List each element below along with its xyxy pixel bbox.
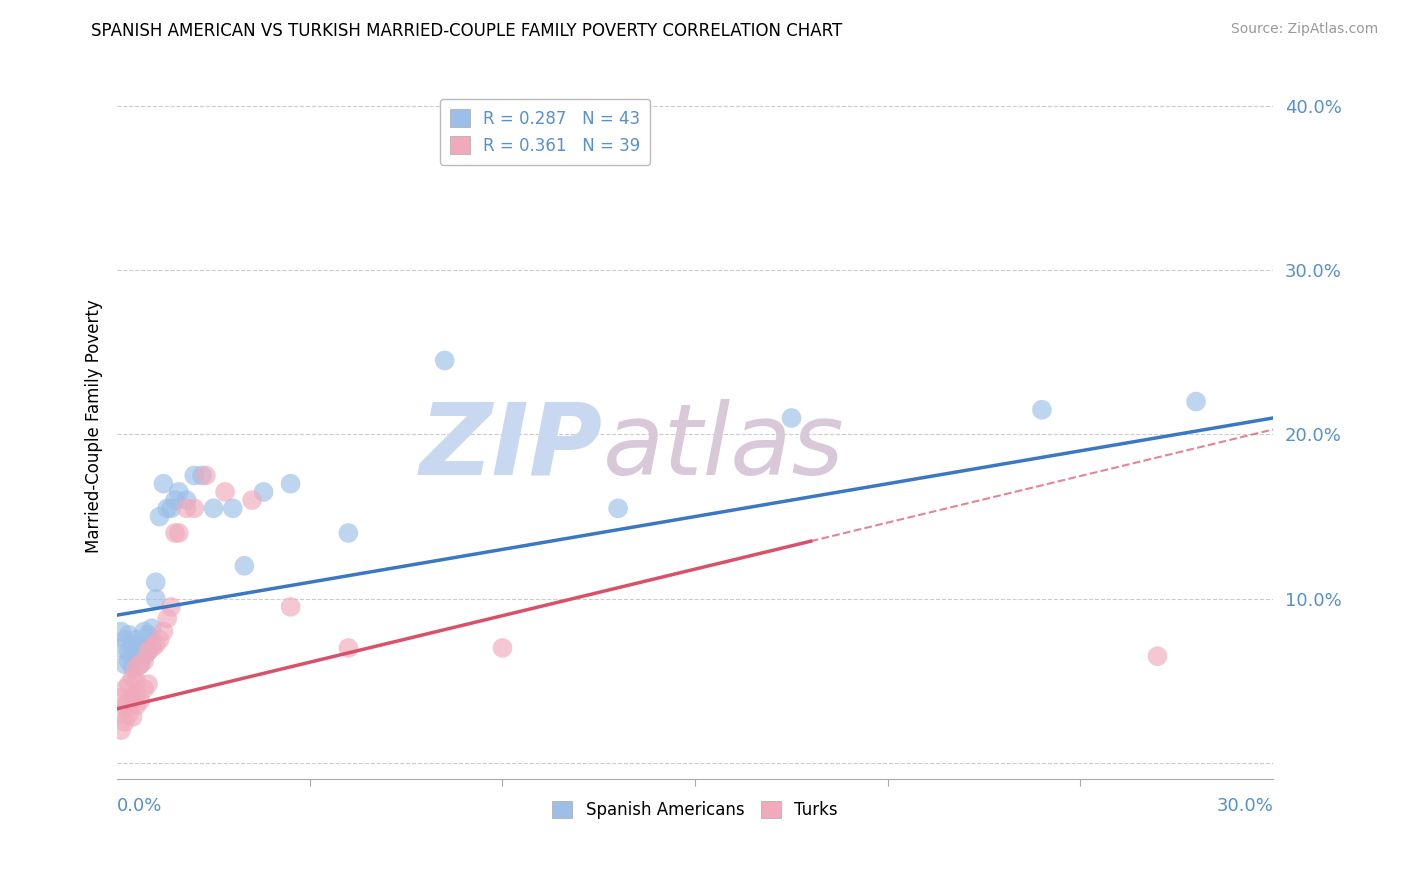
- Point: [222, 501, 245, 516]
- Point: [183, 468, 205, 483]
- Y-axis label: Married-Couple Family Poverty: Married-Couple Family Poverty: [86, 300, 103, 553]
- Point: [121, 649, 143, 664]
- Point: [118, 677, 141, 691]
- Point: [156, 501, 179, 516]
- Point: [145, 591, 167, 606]
- Point: [125, 654, 148, 668]
- Point: [136, 644, 159, 658]
- Point: [129, 657, 152, 672]
- Point: [121, 638, 143, 652]
- Point: [125, 644, 148, 658]
- Point: [280, 599, 302, 614]
- Point: [136, 628, 159, 642]
- Point: [114, 698, 136, 713]
- Point: [134, 654, 156, 668]
- Point: [1146, 649, 1168, 664]
- Point: [152, 624, 174, 639]
- Point: [167, 525, 190, 540]
- Point: [433, 353, 456, 368]
- Point: [160, 599, 183, 614]
- Point: [114, 632, 136, 647]
- Point: [110, 640, 132, 655]
- Point: [118, 654, 141, 668]
- Legend: R = 0.287   N = 43, R = 0.361   N = 39: R = 0.287 N = 43, R = 0.361 N = 39: [440, 99, 650, 165]
- Text: 0.0%: 0.0%: [117, 797, 163, 815]
- Point: [156, 611, 179, 625]
- Point: [129, 640, 152, 655]
- Point: [114, 714, 136, 729]
- Text: SPANISH AMERICAN VS TURKISH MARRIED-COUPLE FAMILY POVERTY CORRELATION CHART: SPANISH AMERICAN VS TURKISH MARRIED-COUP…: [91, 22, 842, 40]
- Point: [125, 687, 148, 701]
- Point: [110, 723, 132, 738]
- Point: [148, 632, 170, 647]
- Point: [337, 525, 360, 540]
- Point: [160, 501, 183, 516]
- Point: [176, 493, 198, 508]
- Point: [337, 640, 360, 655]
- Text: atlas: atlas: [603, 399, 844, 496]
- Point: [1185, 394, 1208, 409]
- Point: [114, 657, 136, 672]
- Point: [780, 411, 803, 425]
- Point: [163, 493, 186, 508]
- Point: [110, 706, 132, 721]
- Point: [118, 644, 141, 658]
- Point: [129, 657, 152, 672]
- Point: [114, 681, 136, 696]
- Point: [191, 468, 214, 483]
- Point: [163, 525, 186, 540]
- Point: [202, 501, 225, 516]
- Text: Source: ZipAtlas.com: Source: ZipAtlas.com: [1230, 22, 1378, 37]
- Point: [280, 476, 302, 491]
- Point: [176, 501, 198, 516]
- Point: [134, 681, 156, 696]
- Point: [110, 624, 132, 639]
- Point: [148, 509, 170, 524]
- Point: [141, 640, 163, 655]
- Point: [252, 484, 274, 499]
- Point: [118, 628, 141, 642]
- Point: [141, 638, 163, 652]
- Point: [118, 706, 141, 721]
- Text: ZIP: ZIP: [419, 399, 603, 496]
- Point: [125, 673, 148, 688]
- Point: [134, 649, 156, 664]
- Point: [214, 484, 236, 499]
- Point: [121, 671, 143, 685]
- Point: [125, 698, 148, 713]
- Point: [134, 624, 156, 639]
- Point: [194, 468, 217, 483]
- Point: [183, 501, 205, 516]
- Point: [141, 621, 163, 635]
- Point: [118, 693, 141, 707]
- Point: [152, 476, 174, 491]
- Point: [110, 690, 132, 705]
- Point: [607, 501, 630, 516]
- Point: [240, 493, 263, 508]
- Point: [1031, 402, 1053, 417]
- Text: 30.0%: 30.0%: [1216, 797, 1272, 815]
- Point: [129, 693, 152, 707]
- Point: [121, 690, 143, 705]
- Point: [136, 677, 159, 691]
- Point: [136, 644, 159, 658]
- Point: [491, 640, 513, 655]
- Point: [233, 558, 256, 573]
- Point: [125, 661, 148, 675]
- Point: [121, 710, 143, 724]
- Point: [167, 484, 190, 499]
- Point: [121, 661, 143, 675]
- Point: [145, 638, 167, 652]
- Point: [145, 575, 167, 590]
- Point: [125, 632, 148, 647]
